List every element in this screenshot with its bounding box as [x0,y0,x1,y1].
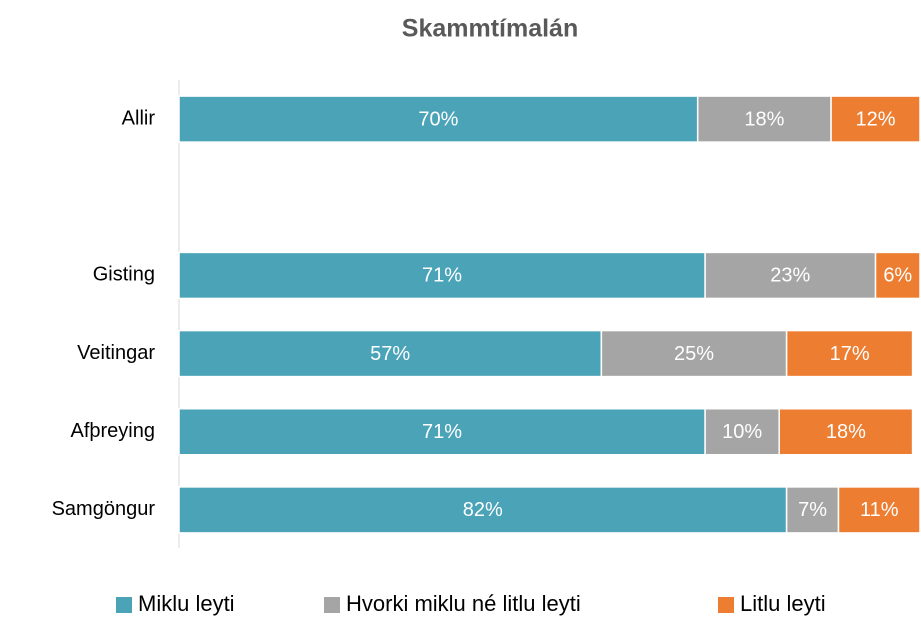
legend-swatch [116,597,132,613]
bar-segment [178,95,699,143]
data-label: 82% [463,499,503,521]
data-label: 10% [722,421,762,443]
bar-segment [178,408,706,456]
y-tick-label: Afþreying [71,420,156,442]
bar-segment [837,486,921,534]
bar-segment [178,486,788,534]
bar-segment [785,486,840,534]
bar-segment [785,329,914,378]
data-label: 7% [798,499,827,521]
legend-label: Hvorki miklu né litlu leyti [346,591,581,616]
data-label: 12% [856,108,896,130]
data-label: 71% [422,421,462,443]
y-tick-label: Veitingar [77,342,155,364]
bar-segment [696,95,832,143]
y-tick-label: Gisting [93,264,155,286]
y-tick-label: Samgöngur [52,498,156,520]
data-label: 23% [770,265,810,287]
data-label: 6% [883,265,912,287]
bar-segment [830,95,921,143]
y-tick-label: Allir [122,107,156,129]
data-label: 18% [826,421,866,443]
data-label: 18% [744,108,784,130]
data-label: 70% [418,108,458,130]
bar-segment [178,251,706,300]
legend-swatch [324,597,340,613]
data-label: 17% [830,343,870,365]
legend-label: Miklu leyti [138,591,235,616]
chart-title: Skammtímalán [402,15,578,43]
data-label: 57% [370,343,410,365]
legend-swatch [718,597,734,613]
bar-segment [778,408,914,456]
bar-segment [874,251,921,300]
data-label: 25% [674,343,714,365]
data-label: 11% [860,499,899,521]
legend-label: Litlu leyti [740,591,826,616]
data-label: 71% [422,265,462,287]
bar-segment [704,408,780,456]
